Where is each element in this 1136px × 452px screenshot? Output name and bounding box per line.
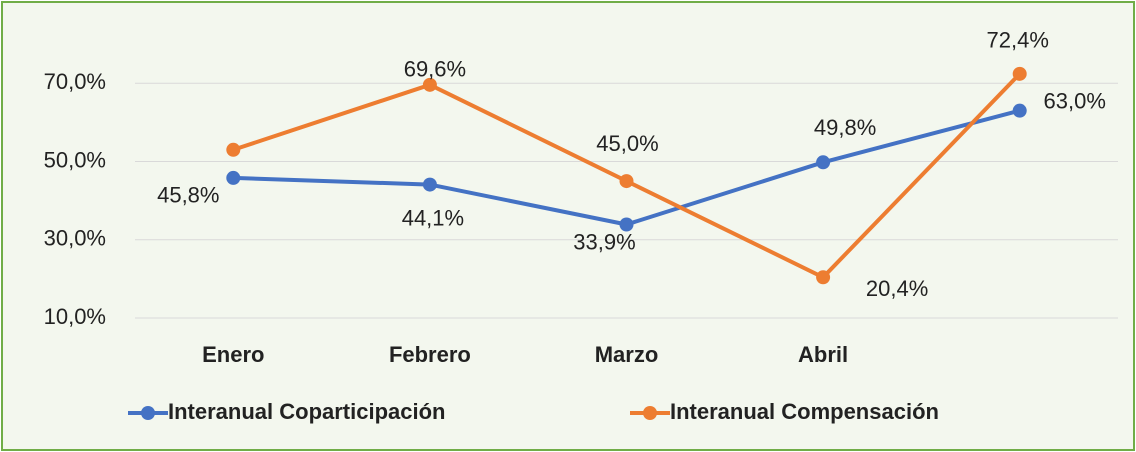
data-point — [422, 77, 437, 92]
data-label: 20,4% — [866, 276, 928, 301]
data-label: 63,0% — [1044, 88, 1106, 113]
data-point — [1012, 103, 1027, 118]
data-label: 69,6% — [404, 57, 466, 82]
data-point — [226, 142, 241, 157]
data-label: 45,0% — [596, 131, 658, 156]
x-tick-label: Enero — [202, 342, 264, 367]
data-point — [619, 174, 634, 189]
data-label: 33,9% — [573, 229, 635, 254]
data-label: 45,8% — [157, 183, 219, 208]
data-point — [422, 177, 437, 192]
legend-label: Interanual Compensación — [670, 399, 939, 424]
data-point — [226, 170, 241, 185]
data-point — [619, 217, 634, 232]
data-label: 49,8% — [814, 115, 876, 140]
y-tick-label: 10,0% — [44, 304, 106, 329]
data-label: 72,4% — [987, 28, 1049, 53]
x-tick-label: Febrero — [389, 342, 471, 367]
legend-marker — [141, 406, 155, 420]
x-tick-label: Marzo — [595, 342, 659, 367]
y-tick-label: 30,0% — [44, 226, 106, 251]
data-point — [816, 155, 831, 170]
data-point — [1012, 66, 1027, 81]
x-tick-label: Abril — [798, 342, 848, 367]
legend-label: Interanual Coparticipación — [168, 399, 446, 424]
data-point — [816, 270, 831, 285]
data-label: 44,1% — [402, 205, 464, 230]
legend-marker — [643, 406, 657, 420]
y-tick-label: 50,0% — [44, 147, 106, 172]
y-tick-label: 70,0% — [44, 69, 106, 94]
